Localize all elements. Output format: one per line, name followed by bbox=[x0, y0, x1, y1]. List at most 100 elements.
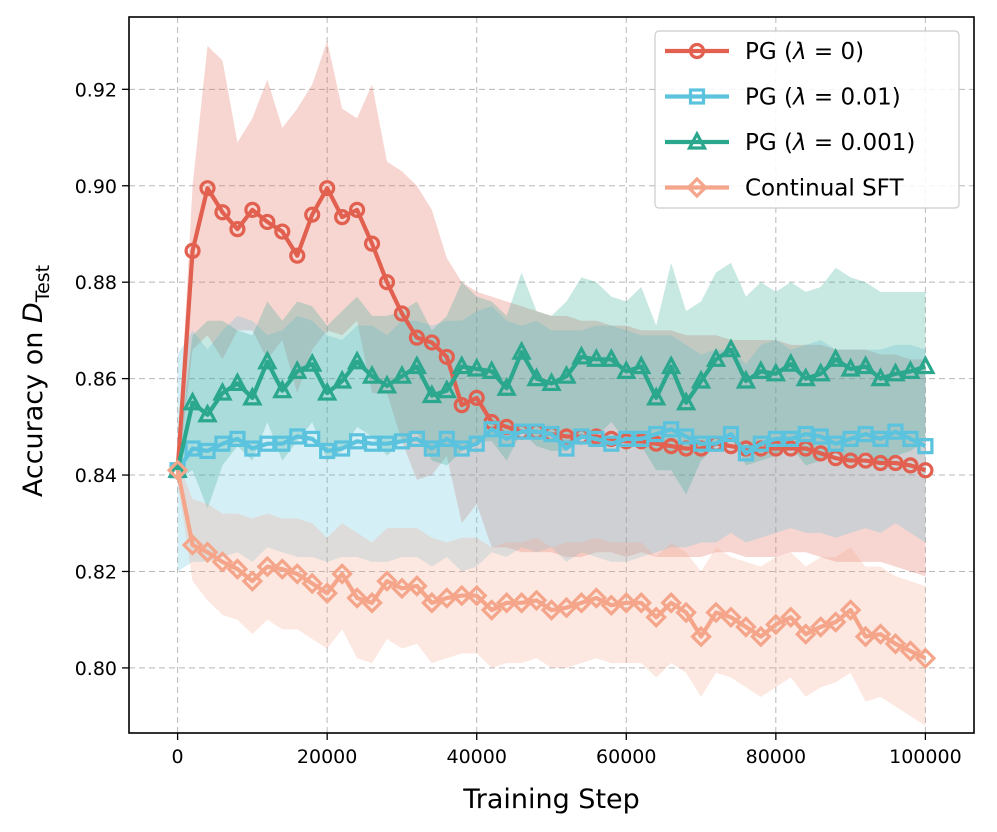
data-point bbox=[451, 355, 472, 375]
data-point bbox=[438, 430, 455, 447]
data-point bbox=[750, 359, 772, 379]
data-point bbox=[678, 428, 695, 445]
data-point bbox=[571, 345, 592, 365]
data-point bbox=[319, 442, 336, 460]
data-point bbox=[363, 235, 381, 252]
data-point bbox=[526, 367, 547, 387]
data-point bbox=[735, 616, 757, 638]
legend-label: PG (λ = 0.01) bbox=[745, 85, 901, 111]
y-tick-label: 0.80 bbox=[75, 658, 117, 680]
data-point bbox=[406, 355, 428, 375]
data-point bbox=[363, 435, 381, 452]
x-tick-label: 20000 bbox=[297, 746, 357, 768]
data-point bbox=[393, 433, 411, 450]
data-point bbox=[570, 592, 593, 614]
data-point bbox=[722, 425, 740, 443]
data-point bbox=[840, 357, 861, 377]
legend-label: Continual SFT bbox=[745, 176, 904, 202]
data-point bbox=[257, 350, 278, 370]
data-point bbox=[436, 379, 457, 399]
data-point bbox=[917, 462, 934, 479]
data-point bbox=[438, 348, 455, 366]
data-point bbox=[555, 596, 578, 619]
data-point bbox=[869, 623, 892, 645]
legend-box bbox=[654, 30, 960, 209]
data-point bbox=[331, 563, 353, 585]
data-point bbox=[184, 440, 201, 457]
data-point bbox=[809, 616, 832, 638]
data-point bbox=[884, 633, 907, 655]
data-point bbox=[241, 570, 264, 592]
data-point bbox=[361, 592, 383, 614]
data-point bbox=[630, 592, 652, 614]
data-point bbox=[839, 599, 862, 621]
data-point bbox=[304, 430, 321, 447]
data-point bbox=[483, 421, 500, 438]
data-point bbox=[737, 445, 755, 462]
data-point bbox=[645, 606, 667, 629]
data-point bbox=[528, 423, 545, 440]
data-point bbox=[393, 305, 411, 322]
y-tick-label: 0.84 bbox=[75, 465, 117, 487]
x-tick-label: 0 bbox=[172, 746, 184, 768]
data-point bbox=[346, 350, 368, 370]
data-point bbox=[211, 551, 234, 573]
y-axis-label-base: Accuracy on bbox=[18, 323, 49, 497]
y-tick-label: 0.90 bbox=[75, 176, 117, 198]
data-point bbox=[812, 428, 829, 445]
data-point bbox=[872, 430, 889, 447]
data-point bbox=[842, 430, 859, 447]
y-axis-label-subscript: Test bbox=[32, 265, 54, 303]
legend-label-part: = 0) bbox=[807, 39, 865, 65]
data-point bbox=[451, 584, 473, 607]
data-point bbox=[334, 208, 351, 226]
data-point bbox=[663, 421, 680, 438]
data-point bbox=[601, 347, 622, 367]
data-point bbox=[795, 367, 816, 387]
data-point bbox=[423, 334, 440, 351]
data-point bbox=[481, 359, 502, 379]
data-point bbox=[289, 247, 306, 264]
data-point bbox=[259, 213, 276, 231]
data-point bbox=[646, 386, 667, 406]
confidence-band bbox=[177, 460, 926, 726]
data-point bbox=[244, 440, 261, 457]
data-point bbox=[513, 423, 530, 440]
data-point bbox=[480, 599, 503, 621]
data-point bbox=[391, 364, 413, 384]
data-point bbox=[902, 430, 919, 447]
data-point bbox=[199, 180, 216, 197]
data-point bbox=[376, 374, 398, 394]
confidence-band bbox=[177, 306, 926, 572]
data-point bbox=[525, 589, 548, 612]
data-point bbox=[573, 428, 590, 445]
data-point bbox=[214, 435, 231, 452]
data-point bbox=[199, 442, 216, 460]
data-point bbox=[259, 435, 276, 452]
data-point bbox=[648, 425, 665, 443]
data-point bbox=[690, 625, 712, 648]
data-point bbox=[302, 352, 323, 372]
data-point bbox=[378, 435, 396, 452]
data-point bbox=[511, 340, 532, 360]
legend-label: PG (λ = 0.001) bbox=[745, 130, 915, 156]
data-point bbox=[214, 204, 231, 221]
data-point bbox=[556, 364, 577, 384]
data-point bbox=[857, 452, 874, 469]
data-point bbox=[705, 601, 727, 624]
legend: PG (λ = 0)PG (λ = 0.01)PG (λ = 0.001)Con… bbox=[654, 30, 960, 209]
legend-label-part: = 0.001) bbox=[807, 130, 916, 156]
data-point bbox=[780, 606, 802, 629]
series-lines bbox=[166, 180, 937, 670]
legend-label-part: PG ( bbox=[745, 39, 793, 65]
data-point bbox=[453, 440, 470, 457]
x-axis-label: Training Step bbox=[462, 784, 640, 815]
data-point bbox=[466, 357, 487, 377]
y-tick-label: 0.82 bbox=[75, 561, 117, 583]
data-point bbox=[870, 367, 891, 387]
data-point bbox=[855, 355, 876, 375]
data-point bbox=[181, 534, 204, 556]
series-line bbox=[175, 347, 927, 471]
data-point bbox=[274, 435, 291, 452]
series-group bbox=[167, 338, 936, 478]
